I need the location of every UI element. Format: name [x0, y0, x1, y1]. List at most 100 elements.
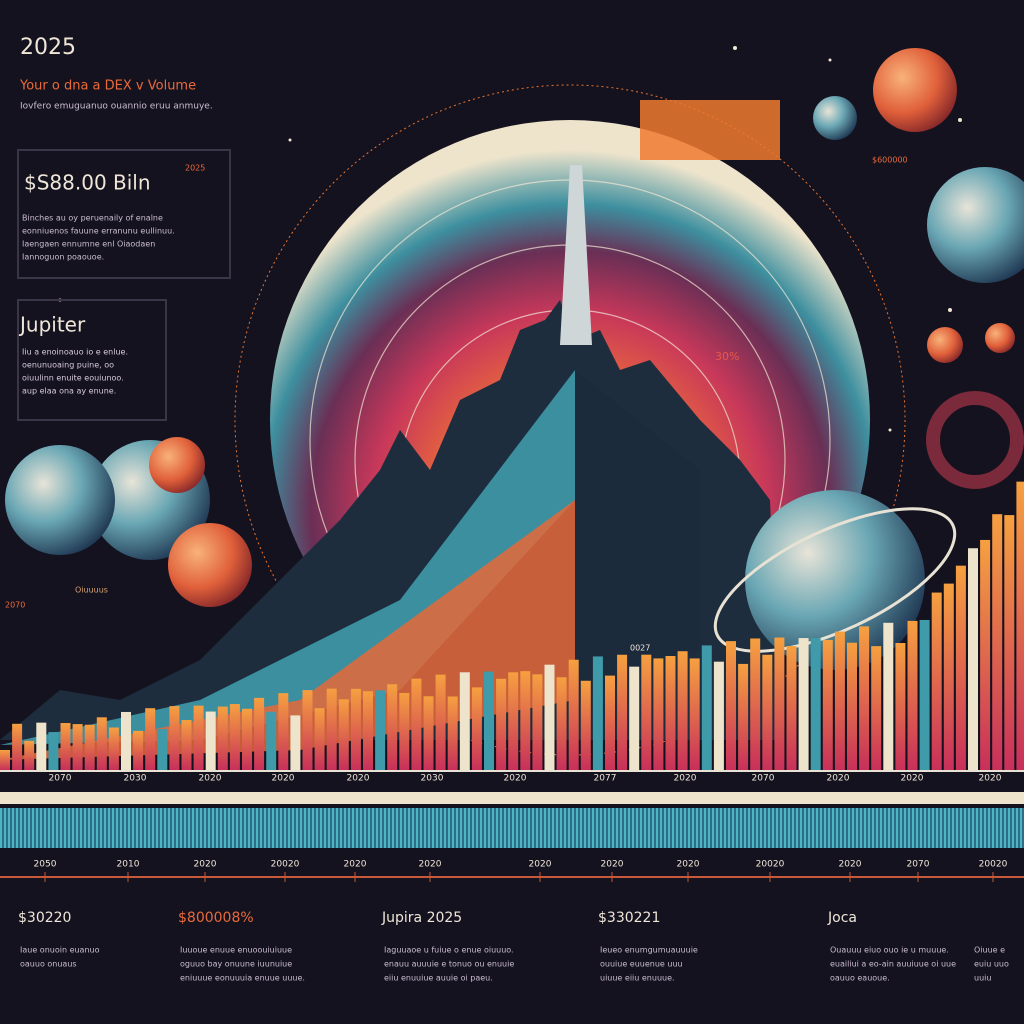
bar-decor	[0, 750, 10, 770]
bar-decor	[314, 708, 325, 770]
bar-decor	[629, 666, 640, 770]
header-title: Your o dna a DEX v Volume	[19, 79, 196, 94]
bar-decor	[701, 645, 712, 770]
footer-text: Ieueo enumgumuauuuie	[600, 946, 698, 955]
header-subtitle: Iovfero emuguanuo ouannio eruu anmuye.	[20, 102, 213, 112]
axis-label: 2020	[677, 860, 700, 870]
axis-label: 2070	[752, 774, 775, 784]
bar-decor	[36, 722, 47, 770]
annotation: 30%	[715, 350, 739, 363]
bar-decor	[484, 671, 494, 770]
axis-label: 20020	[756, 860, 785, 870]
ring-gauge	[926, 391, 1024, 489]
axis-label: 2020	[419, 860, 442, 870]
bar-decor	[242, 708, 252, 770]
footer-text: Oiuue e	[974, 946, 1005, 955]
bar-decor	[326, 688, 337, 770]
bar-decor	[447, 696, 458, 770]
bar-decor	[350, 688, 361, 770]
footer-text: Iaguuaoe u fuiue o enue oiuuuo.	[384, 946, 514, 955]
bar-decor	[689, 658, 700, 770]
planet	[5, 445, 115, 555]
bar-decor	[169, 706, 180, 770]
bar-decor	[338, 699, 349, 770]
footer-text: uiuue eiiu enuuue.	[600, 974, 675, 983]
footer-text: eniuuue eonuuuia enuue uuue.	[180, 974, 305, 983]
card-text: oiuulinn enuite eouiunoo.	[22, 374, 124, 383]
bar-decor	[762, 654, 773, 770]
bar-decor	[229, 704, 240, 770]
footer-title: Joca	[827, 910, 857, 926]
footer-title: $800008%	[178, 910, 254, 926]
bar-decor	[544, 664, 555, 770]
bar-decor	[798, 638, 809, 770]
axis-label: 20020	[271, 860, 300, 870]
axis-label: 2020	[901, 774, 924, 784]
planet	[985, 323, 1015, 353]
axis-label: 2020	[272, 774, 295, 784]
planet	[813, 96, 857, 140]
bar-decor	[955, 565, 966, 770]
axis-label: 2020	[674, 774, 697, 784]
bar-decor	[193, 705, 204, 770]
bar-decor	[677, 651, 688, 770]
bar-decor	[108, 727, 119, 770]
mountain-face	[0, 500, 575, 760]
axis-label: 2030	[421, 774, 444, 784]
card-text: eonniuenos fauune erranunu eullinuu.	[22, 227, 175, 236]
footer-title: Jupira 2025	[381, 910, 462, 926]
planet	[168, 523, 252, 607]
bar-decor	[810, 638, 821, 770]
bar-decor	[883, 622, 894, 770]
footer-text: enauu auuuie e tonuo ou enuuie	[384, 960, 514, 969]
bar-decor	[713, 661, 724, 770]
axis-label: 2020	[199, 774, 222, 784]
footer-text: ouuiue euuenue uuu	[600, 960, 683, 969]
bar-decor	[157, 729, 168, 770]
bar-decor	[943, 583, 954, 770]
card-frame	[17, 149, 231, 279]
planet	[927, 327, 963, 363]
axis-line	[0, 770, 1024, 772]
footer-text: Ouauuu eiuo ouo ie u muuue.	[830, 946, 949, 955]
bar-decor	[931, 592, 942, 770]
bar-decor	[145, 708, 156, 770]
bar-decor	[84, 724, 95, 770]
card-title: Jupiter	[18, 313, 86, 337]
planet	[873, 48, 957, 132]
bar-decor	[72, 724, 83, 770]
card-text: Binches au oy peruenaily of enalne	[22, 214, 163, 223]
bar-decor	[980, 539, 991, 770]
bar-decor	[1016, 481, 1024, 770]
bar-decor	[592, 656, 603, 770]
bar-decor	[738, 663, 749, 770]
bar-decor	[895, 643, 906, 770]
planet	[927, 167, 1024, 283]
bar-decor	[834, 631, 845, 770]
bar-decor	[121, 711, 131, 770]
footer-text: uuiu	[974, 974, 991, 983]
axis-label: 2020	[839, 860, 862, 870]
bar-decor	[60, 723, 71, 770]
card-tag: 2025	[185, 164, 205, 173]
bar-decor	[774, 637, 785, 770]
bar-decor	[1004, 515, 1015, 770]
bar-decor	[217, 706, 228, 770]
header-year: 2025	[20, 35, 76, 60]
bar-decor	[580, 680, 591, 770]
bar-decor	[290, 715, 301, 770]
bar-decor	[822, 639, 833, 770]
bar-decor	[12, 723, 23, 770]
bar-decor	[278, 693, 289, 770]
footer-text: Iaue onuoin euanuo	[20, 946, 100, 955]
card-frame	[17, 299, 167, 421]
disc-panel	[640, 100, 780, 160]
axis-label: 2020	[827, 774, 850, 784]
bar-decor	[750, 638, 761, 770]
bar-decor	[605, 675, 615, 770]
bar-decor	[641, 654, 652, 770]
axis-label: 2020	[347, 774, 370, 784]
footer-title: $30220	[18, 910, 71, 926]
timeline-band	[0, 792, 1024, 804]
